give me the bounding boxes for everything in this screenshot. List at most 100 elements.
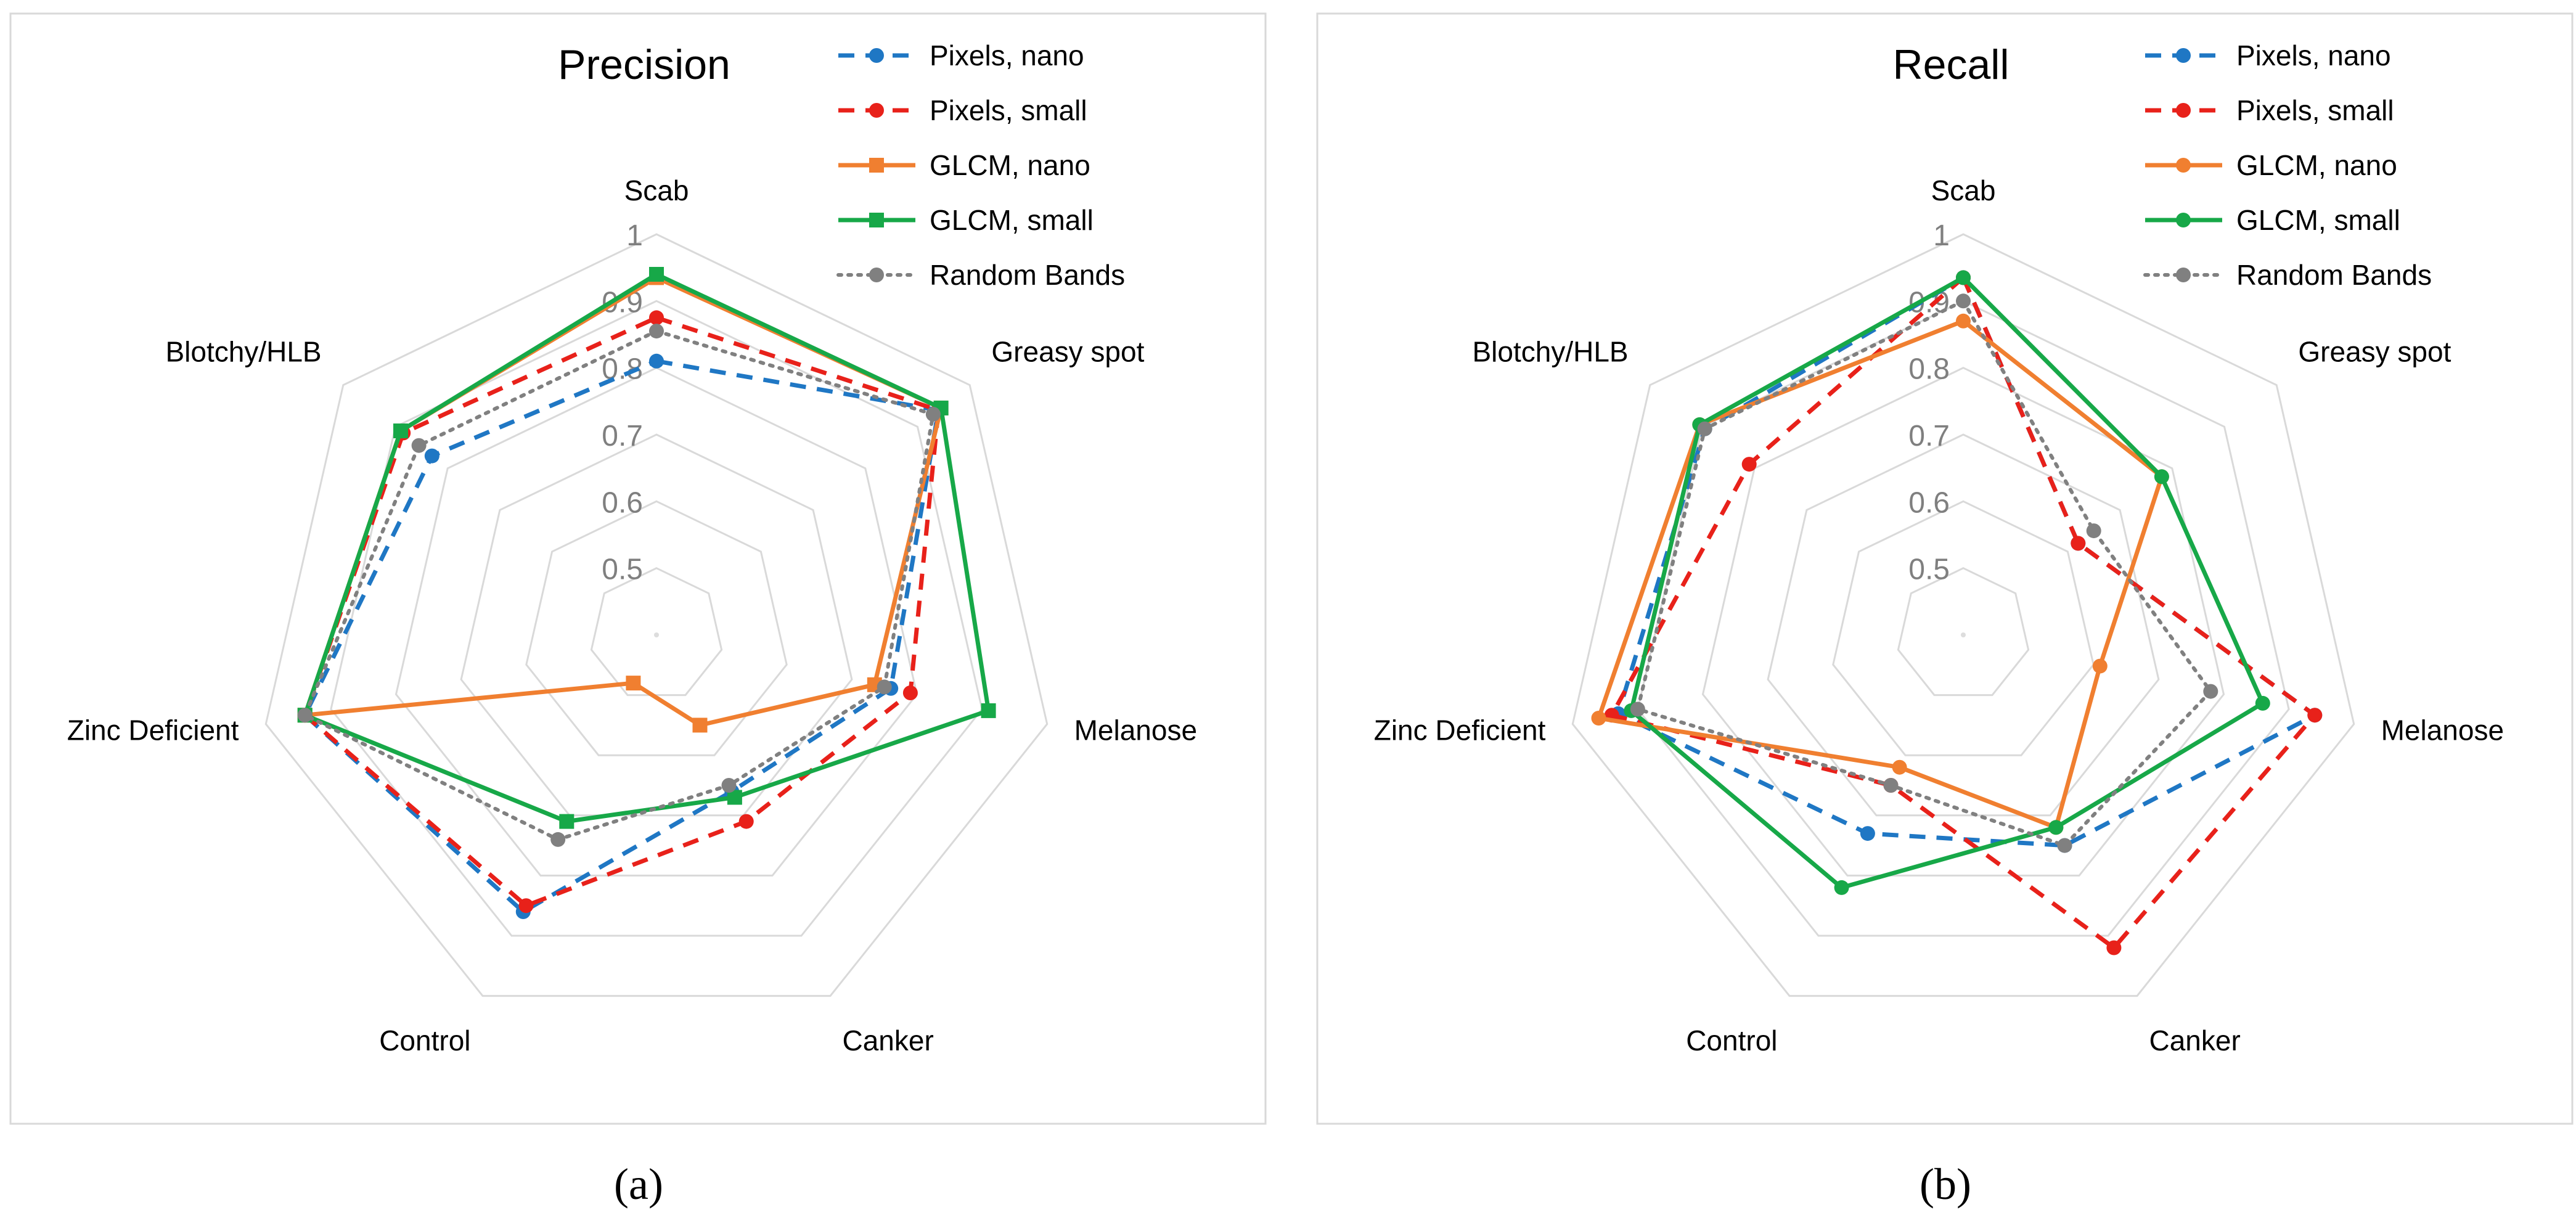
data-point <box>1883 778 1899 793</box>
data-point <box>2048 820 2064 835</box>
data-point <box>411 438 427 453</box>
series-line <box>1609 275 2317 950</box>
legend-item-random-bands: Random Bands <box>2143 259 2432 291</box>
data-point <box>297 708 313 723</box>
legend-item-glcm-nano: GLCM, nano <box>838 149 1090 181</box>
chart-frame <box>1316 12 2574 1125</box>
category-label-blotchy-hlb: Blotchy/HLB <box>165 336 321 368</box>
category-label-canker: Canker <box>843 1024 934 1057</box>
radial-tick-label: 0.5 <box>602 554 643 586</box>
data-point <box>2203 684 2218 699</box>
data-point <box>1860 826 1875 841</box>
category-label-greasy-spot: Greasy spot <box>991 336 1144 368</box>
legend: Pixels, nano Pixels, small GLCM, nano GLCM,… <box>836 39 1125 291</box>
data-point <box>1956 293 1971 309</box>
category-label-melanose: Melanose <box>2381 714 2504 746</box>
series-line <box>1597 319 2164 830</box>
grid-ring <box>1637 300 2290 937</box>
series-glcm-small <box>297 267 996 829</box>
data-point <box>2057 838 2072 853</box>
data-point <box>2307 708 2323 723</box>
legend-marker <box>2176 103 2191 118</box>
legend-item-random-bands: Random Bands <box>836 259 1125 291</box>
data-point <box>550 832 566 847</box>
legend-label: GLCM, small <box>930 204 1094 236</box>
legend-item-glcm-small: GLCM, small <box>2145 204 2400 236</box>
data-point <box>1834 880 1849 895</box>
legend-marker <box>2176 268 2191 282</box>
radial-tick-label: 0.8 <box>1908 353 1950 386</box>
radial-tick-label: 0.6 <box>602 486 643 519</box>
legend-label: Random Bands <box>930 259 1125 291</box>
series-line <box>1616 275 2317 848</box>
series-pixels-small <box>297 310 946 914</box>
data-point <box>2071 536 2086 551</box>
data-point <box>393 423 408 438</box>
data-point <box>518 898 534 914</box>
data-point <box>1630 701 1645 717</box>
category-label-zinc-deficient: Zinc Deficient <box>67 714 239 746</box>
radial-tick-label: 0.7 <box>1908 420 1950 452</box>
radial-tick-label: 0.5 <box>1908 554 1950 586</box>
recall-radar-panel: 1 0.9 0.8 0.7 0.6 0.5 Scab Greasy spot Melanose C… <box>1316 12 2574 1125</box>
grid-ring <box>330 300 983 937</box>
legend-marker <box>2176 158 2191 173</box>
grid-ring <box>460 433 853 817</box>
data-point <box>902 685 918 700</box>
category-label-canker: Canker <box>2149 1024 2241 1057</box>
data-point <box>981 703 996 718</box>
data-point <box>649 267 664 282</box>
data-point <box>2106 940 2122 955</box>
data-point <box>424 448 440 464</box>
legend-item-pixels-nano: Pixels, nano <box>838 39 1084 72</box>
grid-center <box>1961 632 1966 637</box>
data-point <box>877 679 892 695</box>
legend-marker <box>869 158 884 173</box>
legend-marker <box>869 103 884 118</box>
data-point <box>649 310 664 325</box>
panel-a-label: (a) <box>614 1159 663 1209</box>
legend-label: Pixels, small <box>930 94 1087 126</box>
series-line <box>1629 275 2265 890</box>
data-point <box>925 407 941 422</box>
category-label-melanose: Melanose <box>1074 714 1197 746</box>
data-point <box>2255 695 2270 711</box>
legend: Pixels, nano Pixels, small GLCM, nano GLCM,… <box>2143 39 2432 291</box>
category-label-control: Control <box>1686 1024 1777 1057</box>
data-point <box>2086 523 2101 539</box>
radial-tick-label: 1 <box>1933 219 1950 252</box>
legend-marker <box>869 48 884 63</box>
radar-grid <box>264 233 1049 997</box>
data-point <box>1591 711 1606 726</box>
data-point <box>626 676 641 691</box>
grid-ring <box>525 500 788 756</box>
data-point <box>1697 421 1712 436</box>
series-line <box>303 329 935 841</box>
data-point <box>692 718 708 733</box>
grid-ring <box>395 367 918 877</box>
legend-label: GLCM, small <box>2236 204 2400 236</box>
chart-title: Recall <box>1893 41 2010 88</box>
legend-label: GLCM, nano <box>2236 149 2397 181</box>
grid-ring <box>1767 433 2160 817</box>
grid-ring <box>1701 367 2225 877</box>
data-point <box>721 778 737 793</box>
category-label-control: Control <box>379 1024 470 1057</box>
chart-frame <box>9 12 1267 1125</box>
series-line <box>303 272 991 824</box>
category-label-scab: Scab <box>624 174 689 207</box>
grid-ring <box>264 233 1049 997</box>
series-random-bands <box>297 324 941 847</box>
data-point <box>738 814 754 829</box>
legend-marker <box>869 213 884 227</box>
legend-marker <box>869 268 884 282</box>
data-point <box>1956 313 1971 329</box>
legend-label: Pixels, small <box>2236 94 2394 126</box>
legend-label: Random Bands <box>2236 259 2432 291</box>
legend-marker <box>2176 213 2191 227</box>
radial-tick-label: 0.7 <box>602 420 643 452</box>
radial-tick-label: 0.6 <box>1908 486 1950 519</box>
legend-label: GLCM, nano <box>930 149 1090 181</box>
